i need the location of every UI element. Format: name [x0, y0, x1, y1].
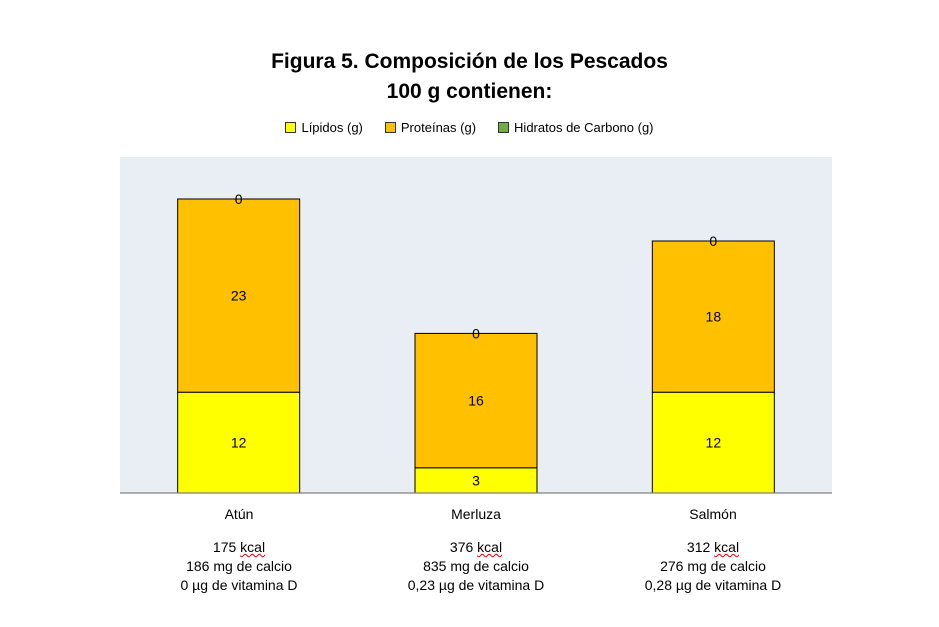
legend-swatch-hidratos — [498, 122, 510, 133]
kcal-value-merluza: 376 — [449, 539, 474, 555]
data-label-proteinas-atun: 23 — [231, 288, 247, 304]
legend-item-lipidos: Lípidos (g) — [285, 120, 363, 135]
legend-item-proteinas: Proteínas (g) — [384, 120, 477, 135]
calcio-merluza: 835 mg de calcio — [423, 558, 529, 574]
bar-proteinas-salmon — [651, 240, 775, 393]
kcal-line-salmon: 312 kcal — [593, 539, 833, 555]
kcal-unit-merluza: kcal — [477, 539, 503, 555]
vitamina-d-salmon: 0,28 µg de vitamina D — [644, 577, 782, 593]
bar-proteinas-merluza — [414, 332, 538, 469]
kcal-value-atun: 175 — [212, 539, 237, 555]
calcio-salmon: 276 mg de calcio — [660, 558, 766, 574]
vitamina-d-atun: 0 µg de vitamina D — [180, 577, 298, 593]
calcio-atun: 186 mg de calcio — [186, 558, 292, 574]
legend-label-proteinas: Proteínas (g) — [400, 120, 477, 135]
data-label-lipidos-salmon: 12 — [706, 435, 722, 451]
legend-item-hidratos: Hidratos de Carbono (g) — [498, 120, 654, 135]
legend-swatch-lipidos — [285, 122, 297, 133]
kcal-value-salmon: 312 — [686, 539, 711, 555]
kcal-line-merluza: 376 kcal — [356, 539, 596, 555]
chart-legend: Lípidos (g) Proteínas (g) Hidratos de Ca… — [0, 120, 939, 135]
bar-proteinas-atun — [177, 198, 301, 393]
data-label-lipidos-merluza: 3 — [472, 472, 480, 488]
category-label-salmon: Salmón — [689, 506, 737, 522]
legend-swatch-proteinas — [384, 122, 396, 133]
data-label-lipidos-atun: 12 — [231, 435, 247, 451]
data-label-hidratos-de-carbono-merluza: 0 — [472, 325, 480, 341]
data-label-hidratos-de-carbono-atun: 0 — [235, 191, 243, 207]
chart-title: Figura 5. Composición de los Pescados — [271, 50, 668, 73]
kcal-unit-atun: kcal — [240, 539, 266, 555]
vitamina-d-merluza: 0,23 µg de vitamina D — [407, 577, 545, 593]
kcal-unit-salmon: kcal — [714, 539, 740, 555]
data-label-proteinas-merluza: 16 — [468, 393, 484, 409]
bar-lipidos-atun — [177, 391, 301, 494]
data-label-proteinas-salmon: 18 — [706, 309, 722, 325]
chart-subtitle: 100 g contienen: — [386, 80, 553, 103]
category-label-atun: Atún — [224, 506, 254, 522]
legend-label-hidratos: Hidratos de Carbono (g) — [514, 120, 654, 135]
category-label-merluza: Merluza — [451, 506, 501, 522]
data-label-hidratos-de-carbono-salmon: 0 — [709, 233, 717, 249]
legend-label-lipidos: Lípidos (g) — [301, 120, 363, 135]
kcal-line-atun: 175 kcal — [119, 539, 359, 555]
